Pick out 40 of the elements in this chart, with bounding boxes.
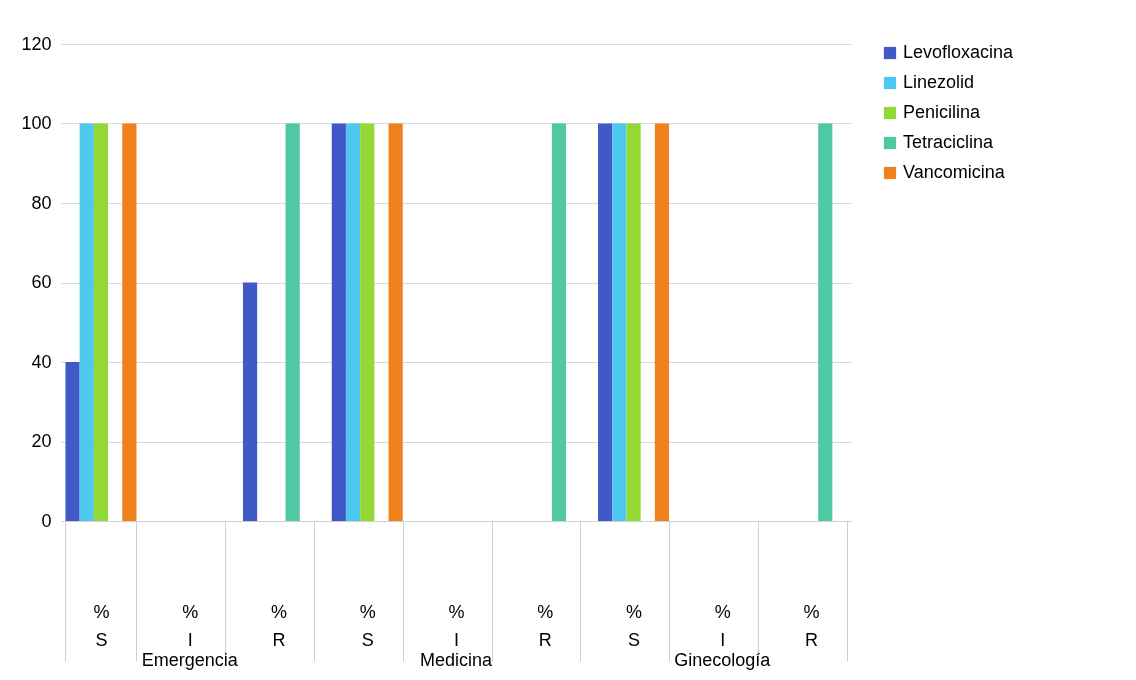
x-tick-label: % I — [182, 601, 199, 650]
y-tick-label: 40 — [31, 351, 52, 372]
bar — [612, 123, 627, 521]
bar — [818, 123, 833, 521]
bar — [388, 123, 403, 521]
x-tick-label: % S — [93, 601, 110, 650]
y-tick-label: 60 — [31, 272, 52, 292]
legend-label: Penicilina — [903, 102, 982, 122]
x-tick-label: % S — [626, 601, 643, 650]
y-tick-label: 80 — [31, 192, 52, 213]
y-tick-label: 120 — [21, 33, 52, 54]
y-tick-label: 20 — [31, 431, 52, 451]
bar — [242, 282, 258, 521]
bar — [345, 123, 361, 521]
legend-label: Levofloxacina — [903, 42, 1015, 62]
x-tick-label: % R — [537, 601, 554, 650]
bar — [626, 123, 641, 521]
text: Ginecología — [674, 650, 772, 670]
bar — [360, 123, 375, 521]
bar — [93, 123, 109, 521]
x-tick-label: % S — [359, 601, 376, 650]
bar — [65, 362, 80, 521]
y-tick-label: 100 — [21, 113, 52, 133]
legend-label: Tetraciclina — [903, 132, 995, 152]
x-tick-label: % I — [448, 601, 465, 650]
bar — [551, 123, 567, 521]
legend-label: Vancomicina — [903, 162, 1006, 182]
bar — [331, 123, 346, 521]
bar — [122, 123, 137, 521]
x-tick-label: % I — [714, 601, 731, 650]
text: Emergencia — [141, 650, 239, 670]
bar — [654, 123, 670, 521]
bar — [598, 123, 613, 521]
bar — [79, 123, 94, 521]
legend-label: Linezolid — [903, 72, 975, 92]
text: Medicina — [419, 650, 493, 670]
y-tick-label: 0 — [41, 510, 52, 531]
x-tick-label: % R — [270, 601, 287, 650]
x-tick-label: % R — [803, 601, 820, 650]
bar — [285, 123, 300, 521]
